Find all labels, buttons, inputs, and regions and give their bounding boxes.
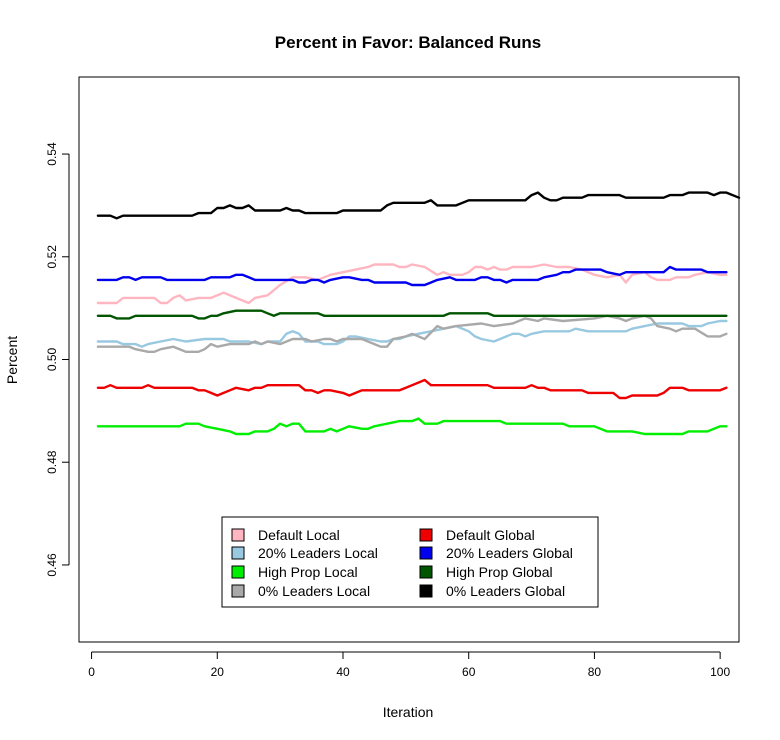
legend-swatch bbox=[419, 565, 433, 579]
legend-label: High Prop Global bbox=[446, 564, 553, 580]
y-tick-label: 0.50 bbox=[45, 347, 59, 371]
legend-swatch bbox=[419, 584, 433, 598]
legend-label: High Prop Local bbox=[258, 564, 358, 580]
series-line-0-leaders-local bbox=[96, 314, 728, 353]
chart-title: Percent in Favor: Balanced Runs bbox=[275, 33, 541, 52]
series-layer bbox=[96, 191, 741, 436]
legend-swatch bbox=[231, 546, 245, 560]
x-tick-label: 80 bbox=[588, 665, 602, 679]
series-line-20-leaders-global bbox=[96, 265, 728, 287]
legend-box bbox=[221, 516, 599, 608]
y-tick-label: 0.52 bbox=[45, 245, 59, 269]
x-tick-label: 20 bbox=[211, 665, 225, 679]
x-tick-label: 0 bbox=[88, 665, 95, 679]
legend-swatch bbox=[419, 546, 433, 560]
legend-label: Default Global bbox=[446, 527, 535, 543]
legend-swatch bbox=[231, 565, 245, 579]
legend-label: 0% Leaders Global bbox=[446, 583, 565, 599]
series-line-0-leaders-global bbox=[96, 191, 741, 220]
x-axis: 0 20 40 60 80 100 bbox=[88, 651, 730, 679]
y-axis-label: Percent bbox=[4, 336, 20, 384]
legend-swatch bbox=[231, 584, 245, 598]
legend-label: 20% Leaders Global bbox=[446, 545, 573, 561]
x-tick-label: 40 bbox=[336, 665, 350, 679]
plot-frame bbox=[78, 76, 740, 643]
x-tick-label: 60 bbox=[462, 665, 476, 679]
series-line-high-prop-local bbox=[96, 417, 728, 436]
legend: Default Local 20% Leaders Local High Prop … bbox=[221, 516, 599, 608]
series-line-default-global bbox=[96, 378, 728, 400]
y-axis: 0.46 0.48 0.50 0.52 0.54 bbox=[45, 142, 70, 577]
y-tick-label: 0.48 bbox=[45, 450, 59, 474]
x-axis-label: Iteration bbox=[383, 704, 434, 720]
legend-label: 20% Leaders Local bbox=[258, 545, 378, 561]
legend-label: Default Local bbox=[258, 527, 340, 543]
legend-label: 0% Leaders Local bbox=[258, 583, 370, 599]
legend-swatch bbox=[419, 528, 433, 542]
legend-swatch bbox=[231, 528, 245, 542]
y-tick-label: 0.54 bbox=[45, 142, 59, 166]
series-line-default-local bbox=[96, 263, 728, 305]
y-tick-label: 0.46 bbox=[45, 553, 59, 577]
series-line-high-prop-global bbox=[96, 309, 728, 320]
x-tick-label: 100 bbox=[710, 665, 730, 679]
